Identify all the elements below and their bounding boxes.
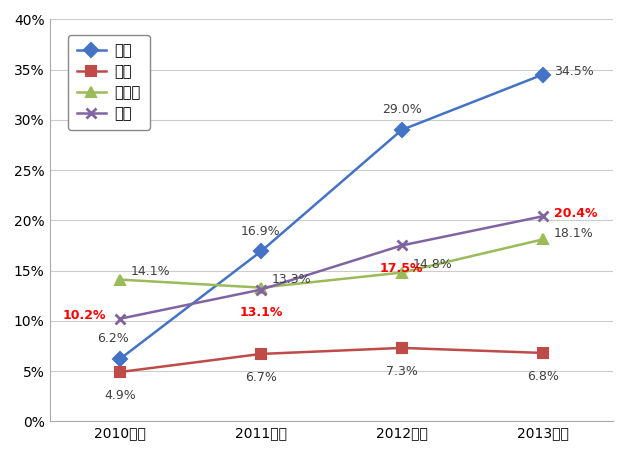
Legend: 石油, 石炊, ＬＮＧ, 合計: 石油, 石炊, ＬＮＧ, 合計 bbox=[68, 35, 150, 130]
石油 bbox=[257, 249, 265, 254]
石油 bbox=[539, 72, 546, 77]
Line: 石油: 石油 bbox=[115, 70, 547, 364]
Text: 16.9%: 16.9% bbox=[241, 225, 281, 237]
ＬＮＧ bbox=[257, 285, 265, 291]
石油 bbox=[398, 127, 406, 133]
合計 bbox=[116, 316, 124, 321]
合計 bbox=[539, 213, 546, 219]
Text: 18.1%: 18.1% bbox=[554, 227, 594, 240]
Line: 合計: 合計 bbox=[115, 212, 547, 324]
石炊 bbox=[116, 369, 124, 375]
Text: 7.3%: 7.3% bbox=[386, 365, 418, 378]
Text: 10.2%: 10.2% bbox=[63, 310, 106, 322]
Line: 石炊: 石炊 bbox=[115, 343, 547, 377]
ＬＮＧ bbox=[539, 237, 546, 242]
合計 bbox=[257, 287, 265, 292]
Text: 20.4%: 20.4% bbox=[554, 207, 598, 220]
Line: ＬＮＧ: ＬＮＧ bbox=[115, 235, 547, 292]
合計 bbox=[398, 243, 406, 248]
ＬＮＧ bbox=[116, 277, 124, 282]
石炊 bbox=[539, 350, 546, 355]
Text: 14.1%: 14.1% bbox=[131, 265, 171, 278]
Text: 6.7%: 6.7% bbox=[245, 370, 277, 384]
ＬＮＧ bbox=[398, 270, 406, 275]
Text: 4.9%: 4.9% bbox=[104, 389, 136, 402]
Text: 13.1%: 13.1% bbox=[239, 306, 283, 319]
Text: 29.0%: 29.0% bbox=[382, 103, 421, 116]
Text: 6.8%: 6.8% bbox=[527, 370, 559, 383]
Text: 14.8%: 14.8% bbox=[413, 258, 453, 271]
石炊 bbox=[398, 345, 406, 350]
Text: 13.3%: 13.3% bbox=[272, 273, 312, 286]
Text: 34.5%: 34.5% bbox=[554, 65, 594, 79]
Text: 17.5%: 17.5% bbox=[380, 262, 423, 275]
石炊 bbox=[257, 351, 265, 357]
Text: 6.2%: 6.2% bbox=[97, 332, 129, 345]
石油 bbox=[116, 356, 124, 362]
